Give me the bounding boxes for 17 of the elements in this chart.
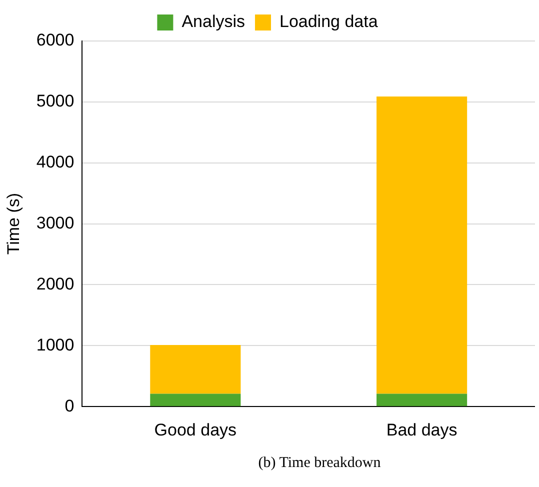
legend-label: Analysis [182, 12, 246, 32]
y-tick-label: 6000 [36, 30, 74, 50]
y-tick-label: 5000 [36, 92, 74, 111]
y-axis-title: Time (s) [4, 192, 23, 255]
bar [376, 394, 468, 406]
bar [150, 345, 241, 394]
y-tick-label: 3000 [36, 213, 74, 232]
y-tick-label: 0 [64, 396, 74, 416]
bar [376, 96, 468, 394]
x-tick-label: Bad days [386, 420, 458, 440]
legend-label: Loading data [279, 12, 378, 32]
text: (b) Time breakdown [257, 455, 382, 472]
x-tick-label: Good days [154, 420, 237, 440]
y-tick-label: 1000 [36, 335, 74, 354]
y-tick-label: 4000 [36, 152, 74, 172]
y-tick-label: 2000 [36, 274, 74, 294]
bar [150, 394, 241, 406]
